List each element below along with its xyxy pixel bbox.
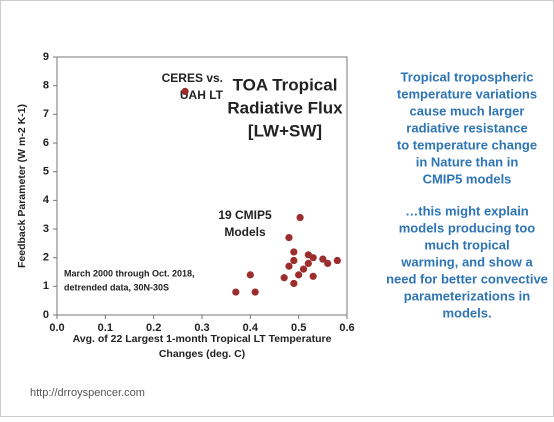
side-text: CMIP5 models	[423, 171, 512, 186]
point	[309, 272, 317, 280]
side-text: temperature variations	[397, 86, 537, 101]
chart-title: Radiative Flux	[227, 98, 343, 117]
point	[295, 271, 303, 279]
point	[333, 256, 341, 265]
x-axis-label: Changes (deg. C)	[159, 348, 245, 360]
x-tick-label: 0.1	[98, 322, 113, 334]
point	[290, 256, 298, 265]
footer: http://drroyspencer.com	[30, 387, 145, 399]
side-text: to temperature change	[397, 137, 537, 152]
point	[290, 248, 298, 256]
x-axis-label: Avg. of 22 Largest 1-month Tropical LT T…	[73, 333, 332, 345]
annotation: March 2000 through Oct. 2018,	[64, 268, 195, 278]
x-tick-label: 0.4	[243, 322, 259, 334]
y-tick-label: 9	[43, 51, 49, 63]
side-text: parameterizations in	[404, 288, 530, 303]
side-text: …this might explain	[405, 203, 529, 218]
point	[299, 265, 308, 273]
side-text: models.	[442, 305, 491, 320]
chart-title: [LW+SW]	[248, 121, 322, 140]
point	[285, 234, 293, 242]
point	[296, 213, 304, 222]
side-text: much tropical	[424, 237, 509, 252]
x-tick-label: 0.6	[339, 322, 354, 334]
side-text: cause much larger	[410, 103, 525, 118]
y-tick-label: 5	[43, 166, 49, 178]
point	[290, 279, 298, 288]
point	[181, 87, 189, 95]
y-tick-label: 6	[43, 137, 49, 149]
side-text: Tropical tropospheric	[401, 69, 534, 84]
side-text: need for better convective	[386, 271, 548, 286]
annotation: Models	[224, 225, 266, 239]
x-tick-label: 0.3	[194, 322, 209, 334]
point	[246, 271, 254, 279]
point	[309, 254, 317, 262]
x-tick-label: 0.5	[291, 322, 306, 334]
y-axis-label: Feedback Parameter (W m-2 K-1)	[16, 104, 28, 268]
x-tick-label: 0.0	[49, 322, 64, 334]
y-tick-label: 3	[43, 223, 49, 235]
y-tick-label: 1	[43, 280, 49, 292]
side-text: warming, and show a	[400, 254, 533, 269]
y-tick-label: 0	[43, 309, 49, 321]
y-tick-label: 8	[43, 80, 49, 92]
side-text: radiative resistance	[406, 120, 527, 135]
annotation: detrended data, 30N-30S	[64, 282, 169, 292]
point	[232, 288, 240, 296]
point	[319, 255, 327, 263]
annotation: CERES vs.	[162, 71, 223, 85]
annotation: 19 CMIP5	[218, 208, 272, 222]
y-tick-label: 2	[43, 252, 49, 264]
point	[285, 262, 293, 270]
chart-title: TOA Tropical	[233, 75, 338, 94]
x-tick-label: 0.2	[146, 322, 161, 334]
point	[304, 259, 312, 267]
point	[280, 274, 288, 282]
side-text: models producing too	[399, 220, 536, 235]
point	[324, 259, 332, 267]
y-tick-label: 7	[43, 108, 49, 120]
annotation: UAH LT	[180, 88, 224, 102]
side-text: in Nature than in	[416, 154, 519, 169]
y-tick-label: 4	[43, 194, 50, 206]
point	[251, 288, 259, 296]
